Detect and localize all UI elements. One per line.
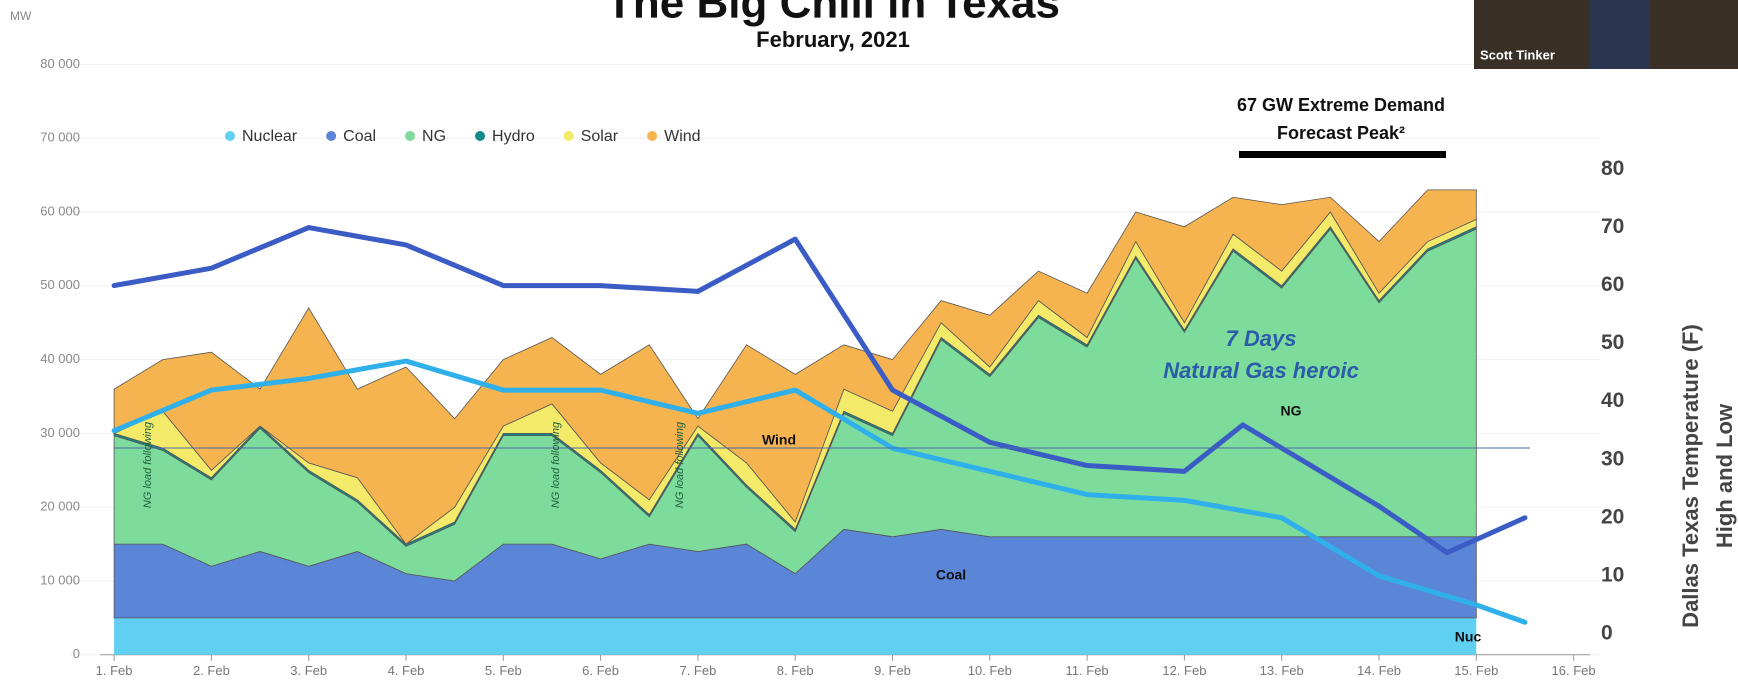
- temperature-line: [111, 358, 1528, 625]
- annotation: Forecast Peak²: [1277, 123, 1405, 143]
- legend-marker: [225, 131, 235, 141]
- x-tick-label: 16. Feb: [1552, 663, 1596, 678]
- legend-label: NG: [422, 128, 446, 145]
- y2-tick-label: 80: [1601, 157, 1624, 180]
- y2-tick-label: 30: [1601, 447, 1624, 470]
- video-person: [1590, 0, 1650, 69]
- y2-tick-label: 50: [1601, 331, 1624, 354]
- y2-tick-label: 60: [1601, 273, 1624, 296]
- y2-tick-label: 10: [1601, 563, 1624, 586]
- legend-label: Wind: [664, 128, 700, 145]
- y-tick-label: 60 000: [40, 203, 80, 218]
- y2-tick-label: 40: [1601, 389, 1624, 412]
- y-tick-label: 10 000: [40, 572, 80, 587]
- y-tick-label: 70 000: [40, 130, 80, 145]
- annotation: NG: [1281, 403, 1302, 419]
- area: [113, 189, 1477, 545]
- y2-axis-title: High and Low: [1712, 403, 1737, 548]
- x-tick-label: 7. Feb: [679, 663, 716, 678]
- annotation: Nuc: [1455, 629, 1482, 645]
- y-tick-label: 80 000: [40, 56, 80, 71]
- temperature-line: [111, 225, 1528, 556]
- annotation: Natural Gas heroic: [1163, 358, 1359, 383]
- x-tick-label: 9. Feb: [874, 663, 911, 678]
- y-tick-label: 30 000: [40, 425, 80, 440]
- y2-tick-label: 0: [1601, 621, 1613, 644]
- legend-label: Solar: [581, 128, 619, 145]
- legend-marker: [647, 131, 658, 141]
- speaker-name: Scott Tinker: [1480, 47, 1555, 62]
- x-tick-label: 12. Feb: [1162, 663, 1206, 678]
- x-tick-label: 11. Feb: [1066, 663, 1109, 678]
- video-thumbnail: Scott Tinker: [1474, 0, 1738, 69]
- x-tick-label: 15. Feb: [1454, 663, 1498, 678]
- annotation: Wind: [762, 432, 796, 448]
- x-tick-label: 1. Feb: [96, 663, 133, 678]
- y-axis-title: MW: [10, 9, 32, 23]
- x-tick-label: 5. Feb: [485, 663, 522, 678]
- x-tick-label: 13. Feb: [1260, 663, 1304, 678]
- area: [114, 617, 1477, 655]
- legend-marker: [475, 131, 486, 141]
- annotation-bar: [1239, 151, 1446, 158]
- chart-subtitle: February, 2021: [756, 27, 910, 52]
- legend-marker: [563, 131, 574, 141]
- y-tick-label: 50 000: [40, 277, 80, 292]
- x-tick-label: 8. Feb: [777, 663, 814, 678]
- annotation: NG load following: [674, 421, 686, 508]
- x-tick-label: 2. Feb: [193, 663, 230, 678]
- annotation: Coal: [936, 567, 966, 583]
- chart-title: The Big Chill in Texas: [606, 0, 1060, 28]
- annotation: 7 Days: [1226, 326, 1297, 351]
- x-tick-label: 14. Feb: [1357, 663, 1401, 678]
- legend-label: Hydro: [492, 128, 535, 145]
- annotation: NG load following: [550, 421, 562, 508]
- plot-area: [70, 63, 1600, 661]
- x-tick-label: 10. Feb: [968, 663, 1012, 678]
- y2-tick-label: 20: [1601, 505, 1624, 528]
- legend-marker: [326, 131, 337, 141]
- y-tick-label: 40 000: [40, 351, 80, 366]
- annotation: 67 GW Extreme Demand: [1237, 95, 1445, 115]
- annotation: NG load following: [142, 421, 154, 508]
- y-tick-label: 0: [73, 646, 80, 661]
- legend-marker: [405, 131, 416, 141]
- x-tick-label: 6. Feb: [582, 663, 619, 678]
- y2-axis-title: Dallas Texas Temperature (F): [1678, 324, 1703, 628]
- y-tick-label: 20 000: [40, 499, 80, 514]
- x-tick-label: 4. Feb: [388, 663, 425, 678]
- legend-label: Coal: [343, 128, 376, 145]
- x-tick-label: 3. Feb: [290, 663, 327, 678]
- legend-label: Nuclear: [242, 128, 298, 145]
- y2-tick-label: 70: [1601, 215, 1624, 238]
